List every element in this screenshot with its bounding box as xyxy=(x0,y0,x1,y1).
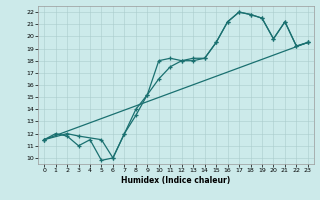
X-axis label: Humidex (Indice chaleur): Humidex (Indice chaleur) xyxy=(121,176,231,185)
